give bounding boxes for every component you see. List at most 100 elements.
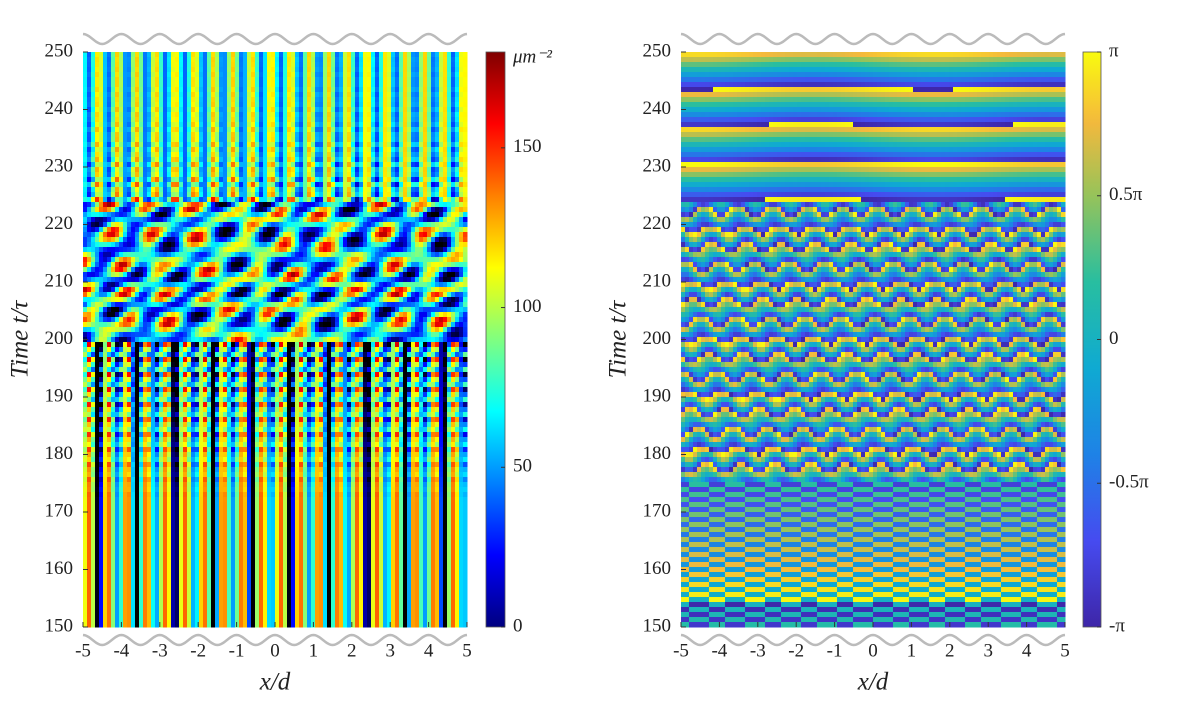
heatmap-cell [363, 112, 368, 118]
heatmap-cell [143, 242, 148, 248]
heatmap-cell [111, 302, 116, 308]
heatmap-cell [135, 302, 140, 308]
heatmap-cell [415, 97, 420, 103]
heatmap-cell [119, 67, 124, 73]
heatmap-cell [431, 82, 436, 88]
heatmap-cell [155, 272, 160, 278]
heatmap-cell [355, 157, 360, 163]
heatmap-cell [423, 117, 428, 123]
heatmap-cell [287, 297, 292, 303]
heatmap-cell [243, 252, 248, 258]
heatmap-cell [207, 272, 212, 278]
heatmap-cell [299, 187, 304, 193]
heatmap-cell [455, 222, 460, 228]
heatmap-cell [139, 167, 144, 173]
heatmap-cell [147, 62, 152, 68]
heatmap-cell [395, 132, 400, 138]
heatmap-cell [363, 87, 368, 93]
heatmap-cell [439, 197, 444, 203]
heatmap-cell [199, 267, 204, 273]
heatmap-cell [375, 77, 380, 83]
heatmap-cell [267, 227, 272, 233]
heatmap-cell [255, 197, 260, 203]
heatmap-cell [127, 247, 132, 253]
heatmap-cell [255, 92, 260, 98]
heatmap-cell [311, 167, 316, 173]
heatmap-cell [267, 67, 272, 73]
heatmap-cell [459, 147, 464, 153]
heatmap-cell [271, 207, 276, 213]
heatmap-cell [147, 227, 152, 233]
heatmap-cell [327, 197, 332, 203]
heatmap-cell [355, 292, 360, 298]
heatmap-cell [211, 97, 216, 103]
heatmap-cell [243, 242, 248, 248]
heatmap-cell [355, 252, 360, 258]
heatmap-cell [411, 212, 416, 218]
heatmap-cell [87, 157, 92, 163]
heatmap-cell [175, 157, 180, 163]
heatmap-cell [439, 267, 444, 273]
heatmap-cell [463, 57, 468, 63]
heatmap-cell [463, 147, 468, 153]
heatmap-cell [195, 177, 200, 183]
heatmap-cell [207, 162, 212, 168]
heatmap-cell [143, 192, 148, 198]
heatmap-cell [455, 87, 460, 93]
heatmap-cell [391, 162, 396, 168]
heatmap-cell [303, 57, 308, 63]
heatmap-cell [399, 142, 404, 148]
heatmap-cell [219, 62, 224, 68]
heatmap-cell [387, 167, 392, 173]
heatmap-cell [103, 172, 108, 178]
heatmap-cell [199, 232, 204, 238]
heatmap-cell [379, 292, 384, 298]
heatmap-cell [419, 137, 424, 143]
heatmap-cell [207, 242, 212, 248]
heatmap-cell [307, 102, 312, 108]
heatmap-cell [355, 232, 360, 238]
heatmap-cell [255, 127, 260, 133]
heatmap-cell [187, 182, 192, 188]
heatmap-cell [307, 122, 312, 128]
heatmap-cell [339, 137, 344, 143]
heatmap-cell [251, 157, 256, 163]
heatmap-cell [423, 237, 428, 243]
heatmap-cell [351, 112, 356, 118]
heatmap-cell [295, 117, 300, 123]
heatmap-cell [331, 147, 336, 153]
heatmap-cell [419, 257, 424, 263]
heatmap-cell [447, 57, 452, 63]
heatmap-cell [343, 167, 348, 173]
heatmap-cell [439, 257, 444, 263]
heatmap-cell [331, 192, 336, 198]
heatmap-cell [91, 102, 96, 108]
heatmap-cell [131, 272, 136, 278]
heatmap-cell [139, 62, 144, 68]
heatmap-cell [123, 302, 128, 308]
heatmap-cell [179, 97, 184, 103]
heatmap-cell [363, 172, 368, 178]
heatmap-cell [287, 177, 292, 183]
heatmap-cell [355, 202, 360, 208]
heatmap-cell [307, 182, 312, 188]
heatmap-cell [147, 102, 152, 108]
heatmap-cell [199, 257, 204, 263]
heatmap-cell [211, 87, 216, 93]
heatmap-cell [275, 92, 280, 98]
heatmap-cell [307, 252, 312, 258]
heatmap-cell [323, 187, 328, 193]
heatmap-cell [287, 97, 292, 103]
heatmap-cell [423, 187, 428, 193]
heatmap-cell [375, 217, 380, 223]
heatmap-cell [439, 147, 444, 153]
heatmap-cell [103, 72, 108, 78]
heatmap-cell [431, 192, 436, 198]
heatmap-cell [263, 182, 268, 188]
heatmap-cell [387, 127, 392, 133]
heatmap-cell [399, 272, 404, 278]
heatmap-cell [143, 302, 148, 308]
heatmap-cell [295, 142, 300, 148]
heatmap-cell [291, 182, 296, 188]
heatmap-cell [363, 232, 368, 238]
